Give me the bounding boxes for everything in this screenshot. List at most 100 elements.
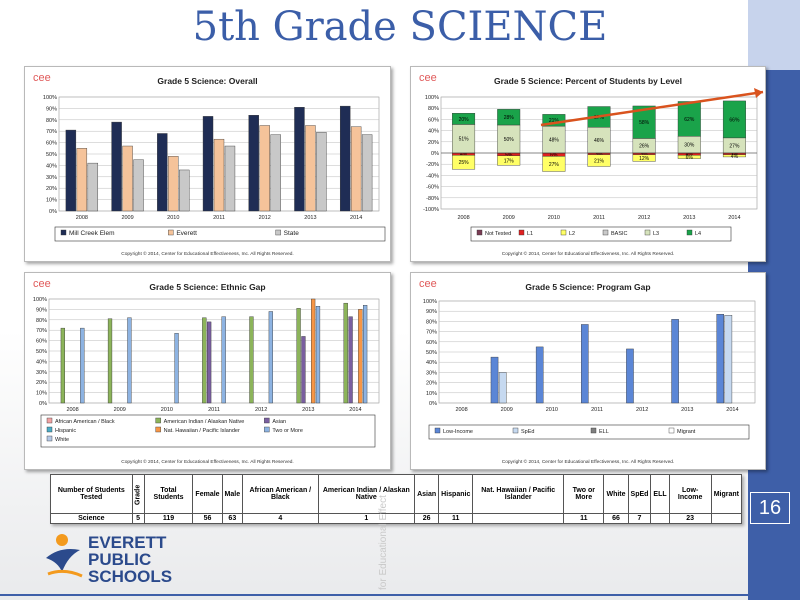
legend-label: SpEd (521, 429, 534, 435)
bar (221, 316, 226, 404)
legend-label: L2 (569, 231, 575, 237)
chart-svg: cee Grade 5 Science: Ethnic Gap 0% 10% 20% 30… (33, 278, 380, 465)
y-tick-label: 80% (36, 318, 47, 324)
y-tick-label: 0% (39, 401, 47, 407)
x-tick-label: 2010 (546, 407, 558, 413)
y-tick-label: 100% (423, 299, 437, 305)
legend-swatch (590, 427, 597, 434)
table-header-cell: Low-Income (668, 474, 712, 514)
x-tick-label: 2008 (457, 215, 469, 221)
x-tick-label: 2013 (681, 407, 693, 413)
x-tick-label: 2013 (683, 215, 695, 221)
x-tick-label: 2009 (114, 407, 126, 413)
y-tick-label: -20% (426, 162, 439, 168)
bar (111, 121, 122, 212)
data-label: 20% (459, 117, 470, 123)
bar (350, 126, 362, 212)
legend-label: Hispanic (55, 428, 76, 434)
chart-panel-ethnic-gap: cee Grade 5 Science: Ethnic Gap 0% 10% 20% 30… (24, 272, 391, 470)
x-tick-label: 2008 (455, 407, 467, 413)
trend-arrow-head (754, 88, 763, 98)
data-label: 5% (505, 152, 513, 158)
chart-svg: cee Grade 5 Science: Program Gap 0% 10% 20% 3… (419, 278, 756, 465)
data-label: 17% (504, 159, 515, 165)
y-tick-label: 90% (36, 307, 47, 313)
legend-label: ELL (599, 429, 609, 435)
y-tick-label: 60% (426, 340, 437, 346)
legend-box (428, 424, 750, 440)
bar (207, 321, 212, 404)
legend-swatch (264, 417, 270, 424)
data-label: 66% (729, 117, 740, 123)
legend-label: Low-Income (443, 429, 473, 435)
x-tick-label: 2010 (548, 215, 560, 221)
bottom-rule (0, 594, 748, 596)
bar (316, 132, 327, 212)
chart-svg: cee Grade 5 Science: Overall 0% 10% 20% 30% 40… (33, 72, 386, 257)
bar (581, 324, 589, 404)
y-tick-label: 60% (36, 339, 47, 345)
y-tick-label: 20% (36, 380, 47, 386)
bar (305, 125, 316, 212)
copyright-text: Copyright © 2014, Center for Educational… (121, 458, 294, 465)
legend-label: L4 (695, 231, 701, 237)
x-tick-label: 2014 (728, 215, 740, 221)
y-tick-label: 50% (426, 350, 437, 356)
copyright-text: Copyright © 2014, Center for Educational… (502, 458, 675, 465)
data-label: 6% (550, 153, 558, 159)
legend-label: L3 (653, 231, 659, 237)
x-tick-label: 2011 (213, 215, 225, 221)
x-tick-label: 2014 (350, 215, 362, 221)
bar (311, 298, 316, 404)
bar (174, 333, 179, 404)
bar (60, 327, 65, 404)
y-tick-label: 20% (428, 140, 439, 146)
legend-box (470, 226, 732, 242)
bar (122, 145, 133, 212)
bar (168, 156, 179, 212)
bar-segment (587, 154, 611, 167)
table-cell: 23 (668, 513, 712, 524)
chart-panel-levels: cee Grade 5 Science: Percent of Students … (410, 66, 766, 262)
bar (157, 133, 168, 212)
bar (490, 356, 499, 404)
y-tick-label: 90% (426, 309, 437, 315)
legend-label: Not Tested (485, 231, 511, 237)
legend-label: Two or More (272, 428, 303, 434)
table-header-cell: American Indian / Alaskan Native (317, 474, 416, 514)
y-tick-label: 10% (426, 391, 437, 397)
y-tick-label: -60% (426, 185, 439, 191)
y-tick-label: 30% (426, 370, 437, 376)
table-header-cell: Grade (132, 474, 145, 514)
y-tick-label: 100% (43, 95, 57, 101)
x-tick-label: 2012 (636, 407, 648, 413)
y-tick-label: 60% (46, 141, 57, 147)
table-header-cell: Total Students (143, 474, 194, 514)
legend-swatch (560, 229, 567, 236)
x-tick-label: 2009 (501, 407, 513, 413)
bar-segment (452, 113, 476, 125)
bar-segment (497, 155, 521, 166)
x-tick-label: 2011 (208, 407, 220, 413)
x-tick-label: 2011 (591, 407, 603, 413)
logo-line-1: EVERETT (88, 533, 167, 552)
table-header-cell: Female (192, 474, 223, 514)
y-tick-label: 10% (46, 198, 57, 204)
cee-logo: cee (419, 278, 437, 290)
data-label: 28% (504, 115, 515, 121)
legend-swatch (155, 426, 161, 433)
legend-box (40, 414, 376, 448)
y-tick-label: 50% (46, 152, 57, 158)
bar (224, 145, 236, 212)
table-header-cell: Two or More (563, 474, 605, 514)
legend-swatch (476, 229, 483, 236)
y-tick-label: 60% (428, 117, 439, 123)
legend-label: American Indian / Alaskan Native (164, 419, 245, 425)
table-cell: 63 (221, 513, 244, 524)
table-row: Science 5 119 56 63 4 1 26 11 11 66 7 23 (50, 513, 743, 524)
bar-segment (452, 155, 476, 170)
chart-title: Grade 5 Science: Program Gap (525, 282, 650, 292)
everett-schools-wordmark: EVERETT PUBLIC SCHOOLS (88, 534, 172, 585)
x-tick-label: 2008 (66, 407, 78, 413)
legend-swatch (518, 229, 525, 236)
